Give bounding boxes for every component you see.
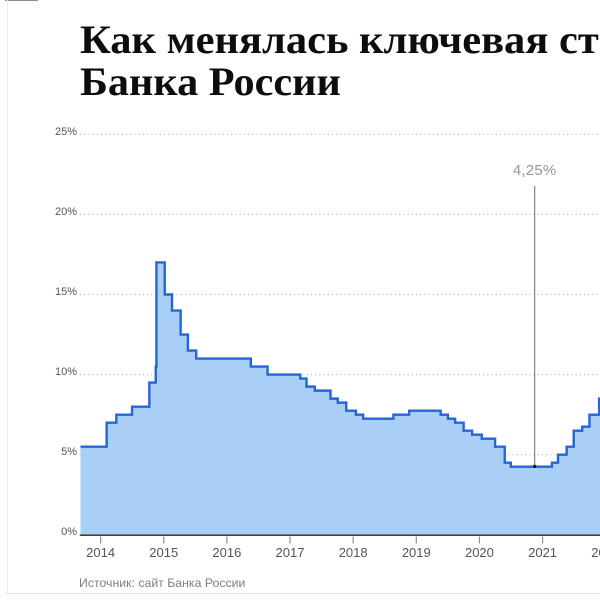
x-axis-ticks (99, 536, 544, 544)
x-axis-label-2020: 2020 (464, 544, 494, 560)
chart-title: Как менялась ключевая ставка Банка Росси… (80, 16, 600, 105)
card-left-border (7, 0, 8, 594)
chart-title-line1: Как менялась ключевая ставка (80, 16, 600, 62)
area-fill (80, 262, 600, 535)
source-note: Источник: сайт Банка России (79, 576, 246, 590)
y-axis-label-5: 5% (61, 446, 77, 459)
gridlines (80, 133, 600, 456)
y-axis-label-25: 25% (54, 125, 77, 138)
y-axis-label-0: 0% (61, 526, 77, 539)
annotation-label: 4,25% (512, 161, 557, 179)
x-axis-label-2018: 2018 (338, 544, 368, 560)
x-axis-label-2014: 2014 (86, 544, 116, 560)
step-line (80, 261, 600, 468)
cropped-ui-artifact (5, 0, 38, 1)
x-axis-label-2021: 2021 (528, 544, 558, 560)
x-axis-label-2016: 2016 (212, 544, 242, 560)
annotation-dot (532, 464, 537, 469)
y-axis-label-10: 10% (54, 366, 77, 379)
card-bottom-border (5, 593, 600, 594)
x-axis-label-2019: 2019 (401, 544, 431, 560)
x-axis-label-2015: 2015 (149, 544, 179, 560)
x-axis-label-2022: 2022 (591, 544, 600, 560)
y-axis-label-15: 15% (54, 286, 77, 298)
chart-title-line2: Банка России (80, 59, 341, 105)
y-axis-label-20: 20% (54, 205, 77, 218)
x-axis-label-2017: 2017 (275, 544, 305, 560)
